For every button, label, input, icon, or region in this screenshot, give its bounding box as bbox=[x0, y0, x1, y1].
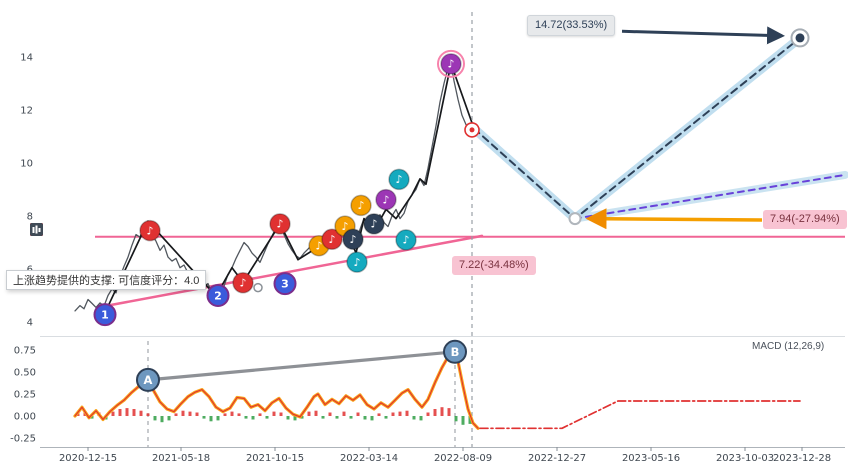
svg-text:2023-12-28: 2023-12-28 bbox=[773, 453, 831, 464]
svg-text:2022-08-09: 2022-08-09 bbox=[434, 453, 492, 464]
svg-text:♪: ♪ bbox=[239, 277, 246, 290]
svg-text:♪: ♪ bbox=[315, 240, 322, 253]
svg-text:2023-05-16: 2023-05-16 bbox=[622, 453, 680, 464]
svg-text:♪: ♪ bbox=[382, 193, 389, 206]
kline-signal-icon[interactable] bbox=[30, 223, 92, 236]
svg-text:B: B bbox=[451, 345, 460, 359]
svg-text:♪: ♪ bbox=[146, 224, 153, 237]
svg-text:♪: ♪ bbox=[395, 173, 402, 186]
svg-text:0.75: 0.75 bbox=[14, 346, 36, 357]
support-tooltip: 上涨趋势提供的支撑: 可信度评分：4.0 bbox=[6, 270, 207, 290]
signal-badges[interactable]: 4 bbox=[30, 223, 105, 241]
svg-text:♪: ♪ bbox=[349, 233, 356, 246]
svg-text:14: 14 bbox=[20, 53, 33, 64]
svg-text:♪: ♪ bbox=[357, 199, 364, 212]
kline-signal-icon[interactable] bbox=[30, 223, 79, 236]
svg-text:8: 8 bbox=[27, 212, 33, 223]
target-up-label: 14.72(33.53%) bbox=[527, 15, 616, 36]
support-level-label: 7.22(-34.48%) bbox=[452, 256, 536, 275]
svg-text:♪: ♪ bbox=[447, 58, 454, 71]
svg-text:10: 10 bbox=[20, 159, 33, 170]
svg-text:♪: ♪ bbox=[353, 256, 360, 269]
svg-text:3: 3 bbox=[281, 277, 289, 290]
svg-text:4: 4 bbox=[27, 318, 33, 329]
svg-text:2022-03-14: 2022-03-14 bbox=[340, 453, 398, 464]
macd-indicator-label: MACD (12,26,9) bbox=[752, 341, 825, 352]
svg-text:0.00: 0.00 bbox=[14, 412, 36, 423]
kline-signal-icon[interactable] bbox=[30, 223, 105, 236]
svg-text:♪: ♪ bbox=[402, 234, 409, 247]
svg-text:♪: ♪ bbox=[328, 233, 335, 246]
kline-signal-icon[interactable] bbox=[30, 223, 66, 236]
svg-text:12: 12 bbox=[20, 106, 33, 117]
svg-text:-0.25: -0.25 bbox=[10, 434, 36, 445]
svg-text:0.25: 0.25 bbox=[14, 390, 36, 401]
svg-text:1: 1 bbox=[101, 308, 109, 321]
target-down-label: 7.94(-27.94%) bbox=[763, 210, 847, 229]
svg-text:♪: ♪ bbox=[276, 218, 283, 231]
svg-text:2020-12-15: 2020-12-15 bbox=[59, 453, 117, 464]
svg-text:2021-05-18: 2021-05-18 bbox=[152, 453, 210, 464]
svg-text:0.50: 0.50 bbox=[14, 368, 36, 379]
svg-text:♪: ♪ bbox=[341, 220, 348, 233]
svg-text:2023-10-03: 2023-10-03 bbox=[716, 453, 774, 464]
svg-text:♪: ♪ bbox=[370, 218, 377, 231]
svg-text:2: 2 bbox=[214, 289, 222, 302]
svg-text:2021-10-15: 2021-10-15 bbox=[246, 453, 304, 464]
svg-text:A: A bbox=[144, 373, 153, 387]
svg-text:2022-12-27: 2022-12-27 bbox=[528, 453, 586, 464]
